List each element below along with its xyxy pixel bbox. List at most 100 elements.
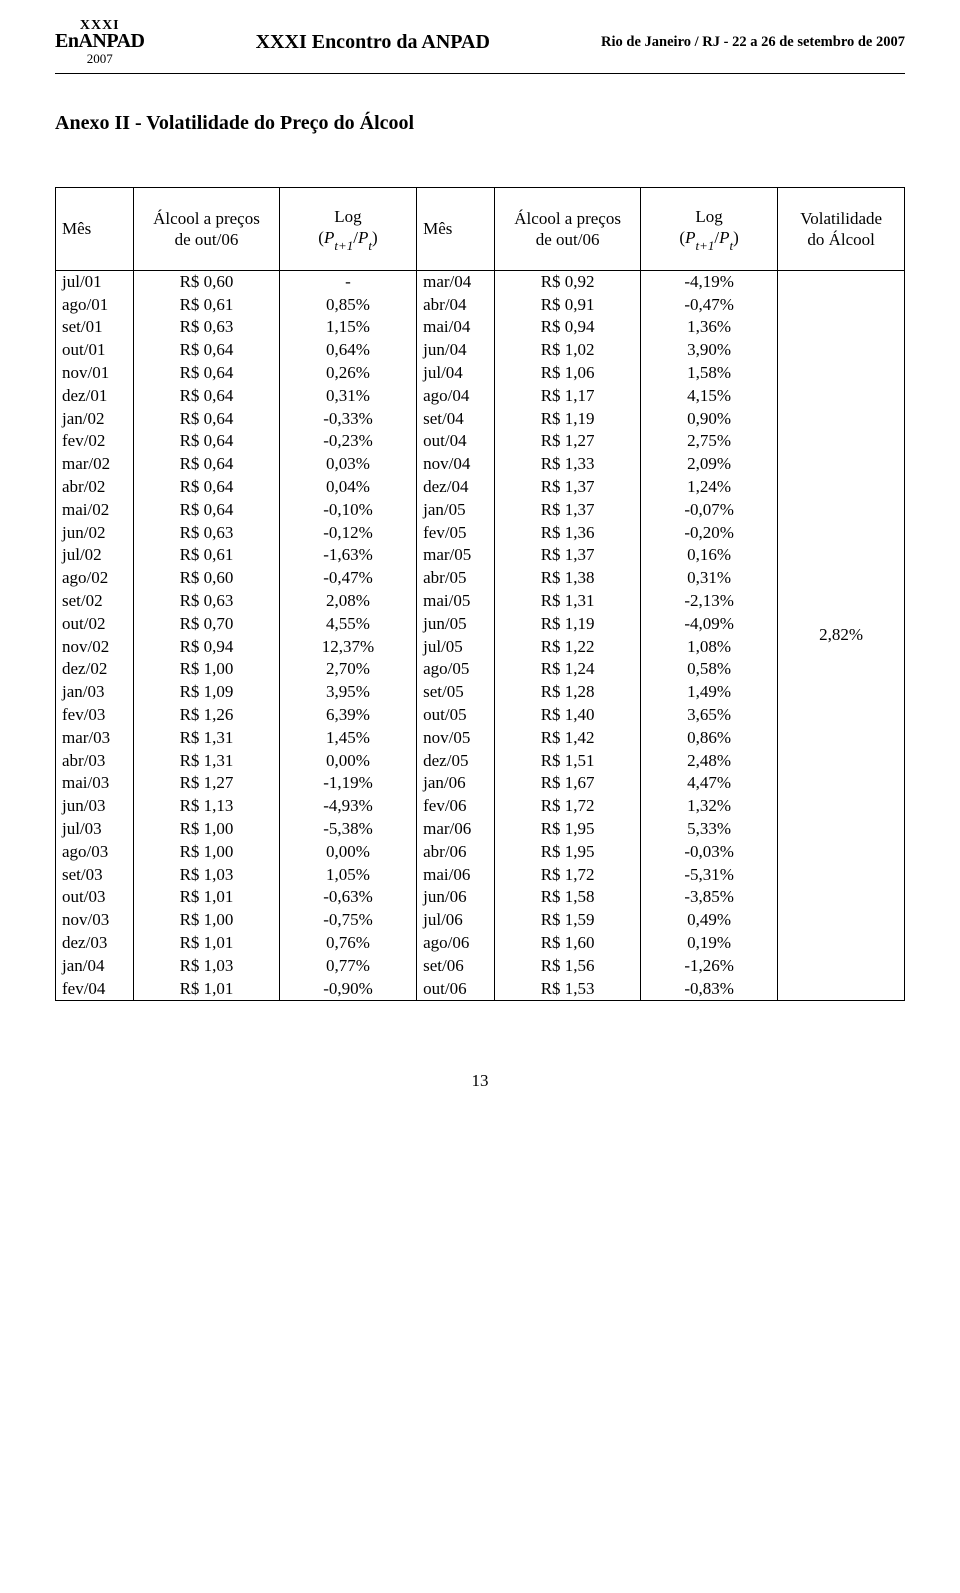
table-row: out/01R$ 0,640,64%jun/04R$ 1,023,90% <box>56 339 905 362</box>
cell-mes-a: abr/02 <box>56 476 134 499</box>
cell-mes-b: nov/04 <box>417 453 495 476</box>
vol-l1: Volatilidade <box>800 209 882 228</box>
table-row: set/02R$ 0,632,08%mai/05R$ 1,31-2,13% <box>56 590 905 613</box>
cell-mes-a: abr/03 <box>56 750 134 773</box>
cell-mes-b: ago/06 <box>417 932 495 955</box>
cell-preco-b: R$ 1,22 <box>495 636 641 659</box>
cell-mes-b: mai/05 <box>417 590 495 613</box>
cell-log-a: 3,95% <box>279 681 416 704</box>
cell-mes-b: fev/06 <box>417 795 495 818</box>
cell-preco-b: R$ 1,37 <box>495 499 641 522</box>
cell-log-a: -0,90% <box>279 978 416 1001</box>
cell-mes-a: jan/04 <box>56 955 134 978</box>
cell-log-b: 2,09% <box>640 453 777 476</box>
cell-log-a: 0,00% <box>279 841 416 864</box>
section-title: Anexo II - Volatilidade do Preço do Álco… <box>55 112 905 135</box>
cell-preco-b: R$ 1,72 <box>495 795 641 818</box>
cell-mes-b: jan/06 <box>417 772 495 795</box>
cell-log-a: 0,76% <box>279 932 416 955</box>
cell-preco-b: R$ 1,24 <box>495 658 641 681</box>
table-row: set/03R$ 1,031,05%mai/06R$ 1,72-5,31% <box>56 864 905 887</box>
cell-mes-b: set/04 <box>417 408 495 431</box>
cell-preco-b: R$ 1,06 <box>495 362 641 385</box>
cell-preco-b: R$ 1,19 <box>495 408 641 431</box>
cell-log-a: 0,31% <box>279 385 416 408</box>
cell-preco-a: R$ 0,64 <box>134 362 280 385</box>
cell-log-b: 0,58% <box>640 658 777 681</box>
cell-mes-b: set/05 <box>417 681 495 704</box>
logo-block: XXXI EnANPAD 2007 <box>55 18 144 67</box>
cell-mes-b: abr/04 <box>417 294 495 317</box>
table-row: jan/02R$ 0,64-0,33%set/04R$ 1,190,90% <box>56 408 905 431</box>
table-row: jul/01R$ 0,60-mar/04R$ 0,92-4,19%2,82% <box>56 270 905 293</box>
cell-preco-b: R$ 1,53 <box>495 978 641 1001</box>
cell-log-b: -1,26% <box>640 955 777 978</box>
cell-log-a: -0,33% <box>279 408 416 431</box>
cell-preco-b: R$ 1,37 <box>495 476 641 499</box>
cell-mes-b: out/04 <box>417 430 495 453</box>
cell-log-b: 0,90% <box>640 408 777 431</box>
cell-mes-a: fev/02 <box>56 430 134 453</box>
table-row: jan/03R$ 1,093,95%set/05R$ 1,281,49% <box>56 681 905 704</box>
cell-log-a: 1,05% <box>279 864 416 887</box>
table-row: jul/02R$ 0,61-1,63%mar/05R$ 1,370,16% <box>56 544 905 567</box>
volatility-value: 2,82% <box>778 270 905 1000</box>
col-header-vol: Volatilidade do Álcool <box>778 188 905 271</box>
cell-mes-a: mai/02 <box>56 499 134 522</box>
cell-log-a: -1,19% <box>279 772 416 795</box>
cell-mes-b: mar/05 <box>417 544 495 567</box>
table-body: jul/01R$ 0,60-mar/04R$ 0,92-4,19%2,82% ag… <box>56 270 905 1000</box>
cell-preco-b: R$ 1,72 <box>495 864 641 887</box>
cell-preco-b: R$ 1,28 <box>495 681 641 704</box>
cell-log-b: 5,33% <box>640 818 777 841</box>
log-label: Log <box>334 207 361 226</box>
cell-mes-b: jan/05 <box>417 499 495 522</box>
cell-log-a: -5,38% <box>279 818 416 841</box>
header-title: XXXI Encontro da ANPAD <box>144 31 601 54</box>
cell-log-b: 1,08% <box>640 636 777 659</box>
cell-mes-a: set/01 <box>56 316 134 339</box>
cell-preco-a: R$ 0,63 <box>134 590 280 613</box>
cell-preco-a: R$ 0,64 <box>134 476 280 499</box>
cell-log-b: 1,36% <box>640 316 777 339</box>
volatility-table: Mês Álcool a preços de out/06 Log (Pt+1/… <box>55 187 905 1001</box>
preco-l1: Álcool a preços <box>153 209 260 228</box>
cell-mes-a: jun/02 <box>56 522 134 545</box>
cell-mes-a: nov/02 <box>56 636 134 659</box>
cell-mes-b: dez/05 <box>417 750 495 773</box>
cell-log-b: 1,32% <box>640 795 777 818</box>
cell-log-a: -4,93% <box>279 795 416 818</box>
cell-preco-b: R$ 0,92 <box>495 270 641 293</box>
cell-log-b: 3,90% <box>640 339 777 362</box>
col-header-log-1: Log (Pt+1/Pt) <box>279 188 416 271</box>
cell-log-b: 4,47% <box>640 772 777 795</box>
cell-mes-a: mar/03 <box>56 727 134 750</box>
cell-preco-b: R$ 1,38 <box>495 567 641 590</box>
cell-preco-a: R$ 1,03 <box>134 864 280 887</box>
cell-preco-b: R$ 1,95 <box>495 818 641 841</box>
cell-preco-b: R$ 1,17 <box>495 385 641 408</box>
cell-preco-a: R$ 1,00 <box>134 841 280 864</box>
cell-mes-b: jun/06 <box>417 886 495 909</box>
vol-l2: do Álcool <box>807 230 875 249</box>
cell-log-b: -0,20% <box>640 522 777 545</box>
cell-preco-a: R$ 0,61 <box>134 544 280 567</box>
cell-preco-a: R$ 0,64 <box>134 408 280 431</box>
cell-mes-b: mai/04 <box>417 316 495 339</box>
cell-mes-b: jul/06 <box>417 909 495 932</box>
cell-mes-b: out/06 <box>417 978 495 1001</box>
cell-log-a: 0,64% <box>279 339 416 362</box>
cell-log-a: 6,39% <box>279 704 416 727</box>
cell-mes-a: fev/04 <box>56 978 134 1001</box>
cell-preco-b: R$ 1,37 <box>495 544 641 567</box>
page: XXXI EnANPAD 2007 XXXI Encontro da ANPAD… <box>0 0 960 1121</box>
cell-log-a: -0,47% <box>279 567 416 590</box>
cell-log-a: 0,26% <box>279 362 416 385</box>
cell-preco-a: R$ 0,61 <box>134 294 280 317</box>
cell-mes-a: mai/03 <box>56 772 134 795</box>
col-header-preco-1: Álcool a preços de out/06 <box>134 188 280 271</box>
cell-mes-a: fev/03 <box>56 704 134 727</box>
header-right: Rio de Janeiro / RJ - 22 a 26 de setembr… <box>601 34 905 51</box>
cell-mes-a: jan/03 <box>56 681 134 704</box>
cell-preco-a: R$ 1,00 <box>134 909 280 932</box>
